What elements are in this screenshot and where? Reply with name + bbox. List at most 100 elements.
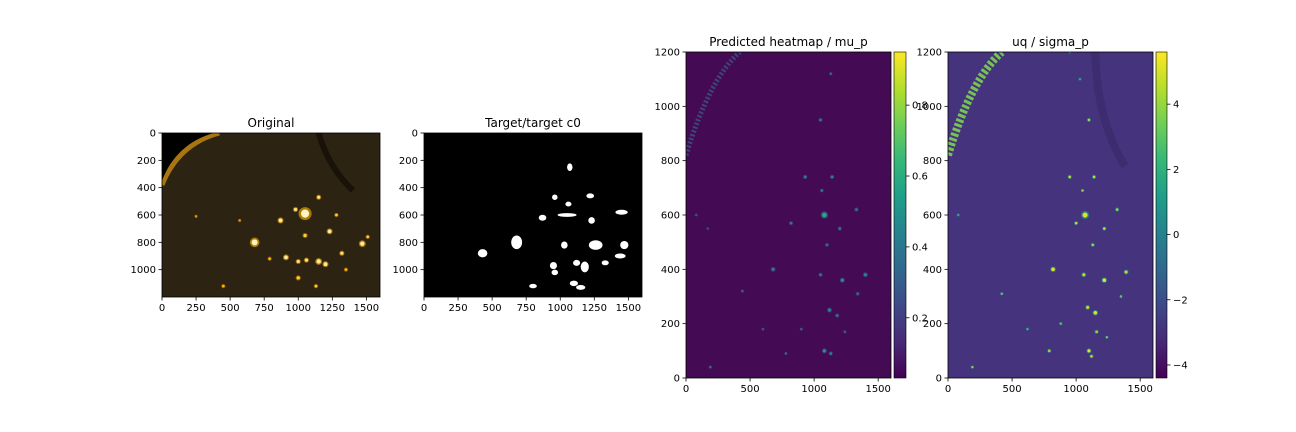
x-tick-label: 250 (449, 303, 468, 314)
colorbar-tick-label: −4 (1173, 360, 1188, 371)
spot (303, 233, 307, 238)
colorbar-tick-label: 0 (1173, 230, 1179, 241)
x-tick-label: 250 (187, 303, 206, 314)
spot (1047, 349, 1051, 353)
spot (1086, 305, 1090, 309)
tissue-edge (686, 52, 742, 156)
mask-blob (567, 163, 573, 171)
spot (820, 189, 824, 192)
y-tick-label: 800 (137, 238, 156, 249)
spot (1092, 175, 1096, 179)
spot (1082, 273, 1086, 277)
y-tick-label: 200 (923, 319, 942, 330)
image-background (424, 133, 642, 297)
subplot-title: Original (248, 116, 295, 130)
y-tick-label: 200 (661, 319, 680, 330)
spot (695, 213, 698, 217)
mask-blob (552, 194, 558, 200)
image-content (686, 52, 868, 369)
x-tick-label: 1500 (616, 303, 641, 314)
image-background (948, 52, 1153, 378)
y-tick-label: 400 (661, 265, 680, 276)
colorbar-tick-label: 0.6 (912, 172, 928, 183)
mask-blob (511, 235, 523, 250)
spot (317, 195, 321, 199)
y-tick-label: 1200 (917, 48, 942, 59)
x-tick-label: 500 (221, 303, 240, 314)
subplot-1: Original 0 250 500 750 1000 1250 1500 0 200 400 600… (131, 116, 381, 314)
spot (1074, 221, 1078, 225)
spot (803, 175, 807, 179)
spot (1124, 270, 1128, 274)
spot (1051, 267, 1055, 272)
x-tick-label: 750 (517, 303, 536, 314)
mask-blob (573, 259, 581, 266)
y-tick-label: 400 (137, 183, 156, 194)
spot (819, 118, 822, 122)
spot (327, 229, 332, 234)
spot (221, 284, 225, 288)
colorbar-tick-label: 2 (1173, 165, 1179, 176)
x-tick-label: 1000 (1063, 384, 1088, 395)
x-tick-label: 1500 (1127, 384, 1152, 395)
mask-blob (614, 253, 626, 259)
spot (741, 289, 744, 293)
mask-blob (549, 262, 557, 270)
spot (957, 213, 960, 217)
colorbar: 0.2 0.4 0.6 0.8 (893, 51, 928, 379)
y-tick-label: 1000 (917, 102, 942, 113)
x-tick-label: 500 (483, 303, 502, 314)
spot (1068, 175, 1071, 179)
spot (314, 284, 318, 288)
spot (1087, 349, 1091, 353)
x-tick-label: 750 (255, 303, 274, 314)
y-tick-label: 600 (923, 211, 942, 222)
tissue-edge (948, 52, 1005, 157)
y-tick-label: 600 (661, 211, 680, 222)
spot (706, 227, 709, 230)
spot (855, 208, 858, 211)
colorbar-gradient (893, 51, 907, 379)
spot (284, 255, 288, 260)
y-tick-label: 400 (399, 183, 418, 194)
x-tick-label: 0 (159, 303, 165, 314)
mask-blob (588, 217, 595, 224)
spot (1103, 227, 1106, 230)
spot (789, 221, 793, 225)
spot (366, 235, 370, 239)
spot (835, 314, 839, 317)
image-background (686, 52, 891, 378)
x-tick-label: 500 (1003, 384, 1022, 395)
spot (293, 207, 298, 212)
spot (1105, 336, 1109, 339)
spot (1078, 77, 1082, 81)
y-tick-label: 1200 (655, 48, 680, 59)
y-tick-label: 800 (923, 156, 942, 167)
spot (819, 273, 822, 277)
subplot-title: Predicted heatmap / mu_p (709, 35, 867, 49)
x-tick-label: 1000 (801, 384, 826, 395)
spot (1102, 278, 1107, 282)
spot (238, 219, 241, 222)
x-tick-label: 1500 (354, 303, 379, 314)
spot (278, 218, 283, 223)
mask-blob (615, 209, 628, 215)
x-tick-label: 1000 (286, 303, 311, 314)
y-tick-label: 1000 (131, 265, 156, 276)
y-tick-label: 0 (150, 129, 156, 140)
colorbar: −4 −2 0 2 4 (1155, 51, 1188, 379)
colorbar-tick-label: −2 (1173, 295, 1188, 306)
y-tick-label: 600 (137, 211, 156, 222)
subplot-3: Predicted heatmap / mu_p 0 500 1000 1500 0 200… (655, 35, 928, 395)
y-tick-label: 200 (399, 156, 418, 167)
subplot-2: Target/target c0 0 250 500 750 1000 1250 1500 0 2… (393, 116, 643, 314)
spot (251, 239, 258, 246)
spot (1119, 295, 1123, 298)
x-tick-label: 1250 (582, 303, 607, 314)
mask-blob (620, 240, 629, 250)
spot (838, 227, 842, 230)
mask-blob (477, 249, 488, 258)
vessel (1091, 52, 1129, 169)
colorbar-tick-label: 0.4 (912, 242, 928, 253)
